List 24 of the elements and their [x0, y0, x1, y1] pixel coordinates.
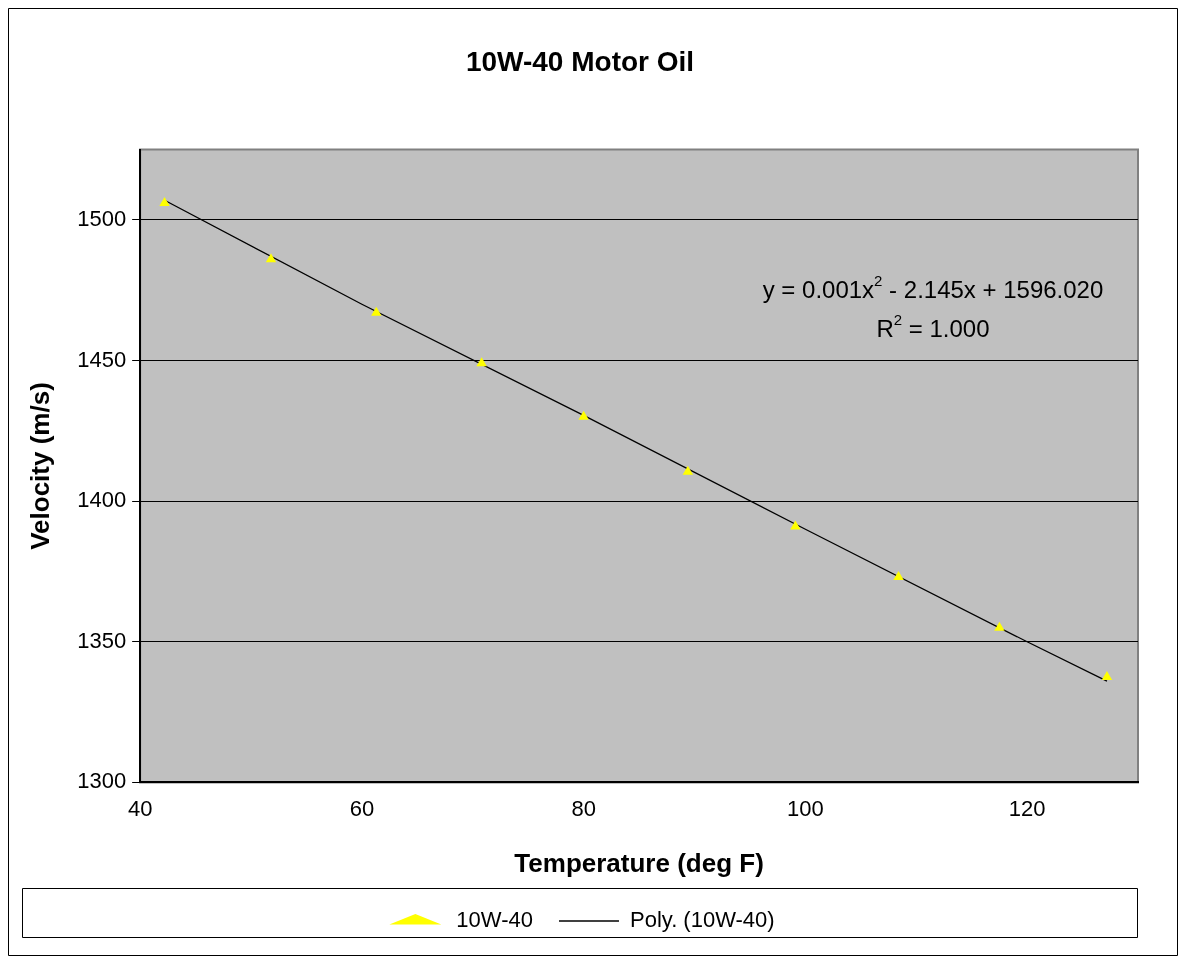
x-axis-title: Temperature (deg F): [514, 847, 764, 878]
point: [371, 306, 382, 316]
point: [1101, 670, 1113, 680]
y-tick-label: 1450: [77, 346, 127, 372]
x-tick-label: 120: [1008, 795, 1046, 821]
legend-label: Poly. (10W-40): [629, 907, 775, 933]
point: [265, 253, 277, 263]
point: [682, 465, 694, 475]
point: [578, 410, 589, 420]
chart-title: 10W-40 Motor Oil: [465, 45, 695, 77]
y-tick-label: 1400: [77, 487, 127, 513]
x-tick-label: 60: [349, 795, 375, 821]
x-tick-label: 40: [127, 795, 153, 821]
y-tick-label: 1500: [77, 205, 127, 231]
point: [476, 357, 487, 367]
x-tick-label: 100: [787, 795, 824, 821]
x-tick-label: 80: [571, 795, 596, 821]
point: [159, 197, 170, 207]
y-tick-label: 1300: [77, 768, 127, 794]
y-tick-label: 1350: [77, 627, 127, 653]
point: [893, 571, 904, 581]
legend-label: 10W-40: [456, 907, 533, 933]
y-axis-title: Velocity (m/s): [24, 382, 55, 550]
point: [994, 621, 1005, 631]
